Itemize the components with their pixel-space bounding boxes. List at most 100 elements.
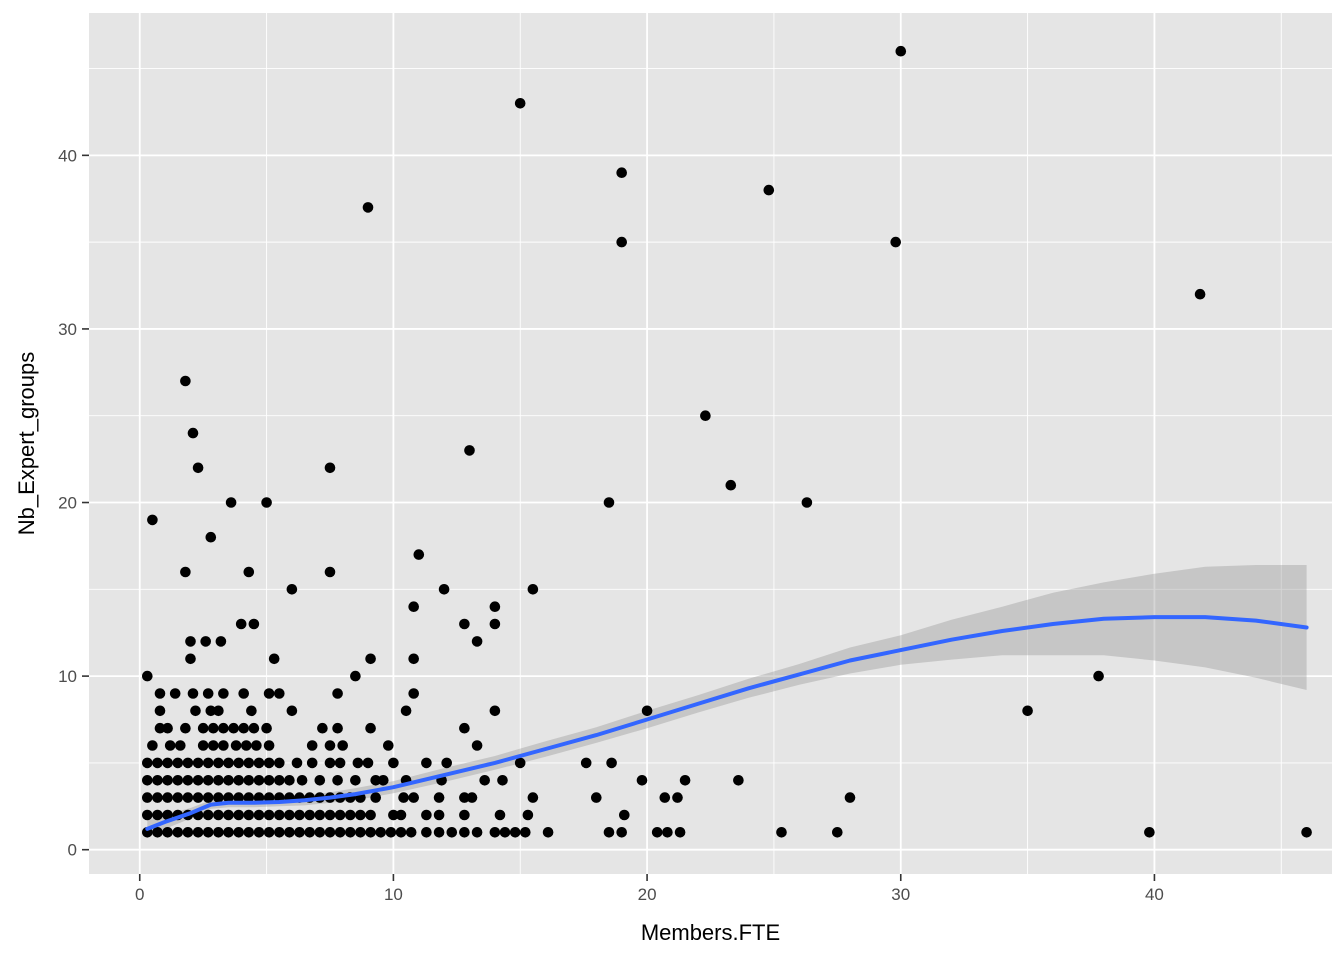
data-point	[606, 757, 617, 769]
data-point	[421, 809, 432, 821]
data-point	[514, 757, 526, 769]
data-point	[408, 653, 420, 665]
data-point	[152, 827, 163, 838]
data-point	[205, 705, 217, 717]
data-point	[494, 809, 506, 821]
data-point	[248, 722, 260, 734]
data-point	[651, 827, 663, 838]
data-point	[152, 792, 163, 803]
data-point	[142, 757, 153, 769]
data-point	[616, 236, 627, 248]
data-point	[142, 792, 153, 803]
data-point	[733, 775, 744, 786]
data-point	[763, 184, 775, 196]
data-point	[332, 688, 343, 699]
data-point	[202, 757, 214, 769]
data-point	[395, 809, 407, 821]
data-point	[223, 809, 234, 821]
x-tick-label: 10	[384, 885, 403, 904]
data-point	[385, 827, 397, 838]
data-point	[832, 827, 843, 838]
data-point	[243, 566, 255, 578]
data-point	[215, 636, 227, 647]
data-point	[180, 722, 191, 734]
data-point	[421, 757, 432, 769]
data-point	[243, 827, 255, 838]
data-point	[365, 809, 376, 821]
y-tick-label: 20	[58, 494, 77, 513]
data-point	[352, 757, 364, 769]
data-point	[674, 827, 686, 838]
data-point	[355, 809, 366, 821]
data-point	[192, 827, 204, 838]
data-point	[350, 670, 361, 682]
data-point	[304, 827, 316, 838]
data-point	[154, 705, 166, 717]
data-point	[294, 827, 305, 838]
data-point	[324, 809, 336, 821]
data-point	[208, 740, 219, 751]
data-point	[616, 167, 627, 178]
data-point	[233, 757, 244, 769]
data-point	[365, 653, 376, 665]
data-point	[218, 722, 229, 734]
data-point	[261, 497, 272, 508]
data-point	[405, 827, 417, 838]
data-point	[263, 775, 275, 786]
data-point	[190, 705, 201, 717]
data-point	[180, 566, 191, 578]
data-point	[332, 722, 343, 734]
data-point	[365, 722, 376, 734]
data-point	[162, 809, 173, 821]
data-point	[314, 827, 326, 838]
data-point	[172, 827, 184, 838]
data-point	[383, 740, 394, 751]
data-point	[182, 757, 194, 769]
data-point	[284, 775, 295, 786]
data-point	[345, 809, 356, 821]
data-point	[776, 827, 787, 838]
data-point	[459, 722, 470, 734]
data-point	[314, 775, 326, 786]
data-point	[253, 775, 265, 786]
data-point	[400, 705, 412, 717]
data-point	[337, 740, 349, 751]
data-point	[162, 792, 173, 803]
data-point	[263, 827, 275, 838]
data-point	[169, 688, 181, 699]
data-point	[591, 792, 602, 803]
data-point	[332, 775, 343, 786]
axis-ticks: 0 10 20 30 40 0 10 20 30 40	[58, 146, 1164, 904]
data-point	[433, 827, 445, 838]
data-point	[514, 98, 526, 109]
data-point	[233, 792, 244, 803]
data-point	[306, 740, 318, 751]
data-point	[334, 809, 346, 821]
data-point	[489, 618, 501, 630]
data-point	[172, 775, 184, 786]
data-point	[395, 827, 407, 838]
data-point	[263, 740, 275, 751]
data-point	[213, 792, 224, 803]
data-point	[844, 792, 856, 803]
data-point	[263, 688, 275, 699]
y-tick-label: 0	[68, 841, 77, 860]
data-point	[375, 827, 387, 838]
data-point	[241, 740, 252, 751]
data-point	[466, 792, 478, 803]
data-point	[522, 809, 534, 821]
data-point	[192, 757, 204, 769]
data-point	[152, 775, 163, 786]
data-point	[274, 775, 285, 786]
data-point	[274, 688, 285, 699]
data-point	[202, 792, 214, 803]
x-axis-title: Members.FTE	[641, 920, 780, 945]
data-point	[274, 809, 285, 821]
data-point	[152, 757, 163, 769]
x-tick-label: 20	[638, 885, 657, 904]
data-point	[202, 827, 214, 838]
data-point	[202, 688, 214, 699]
data-point	[362, 202, 374, 213]
data-point	[142, 809, 153, 821]
data-point	[162, 775, 173, 786]
